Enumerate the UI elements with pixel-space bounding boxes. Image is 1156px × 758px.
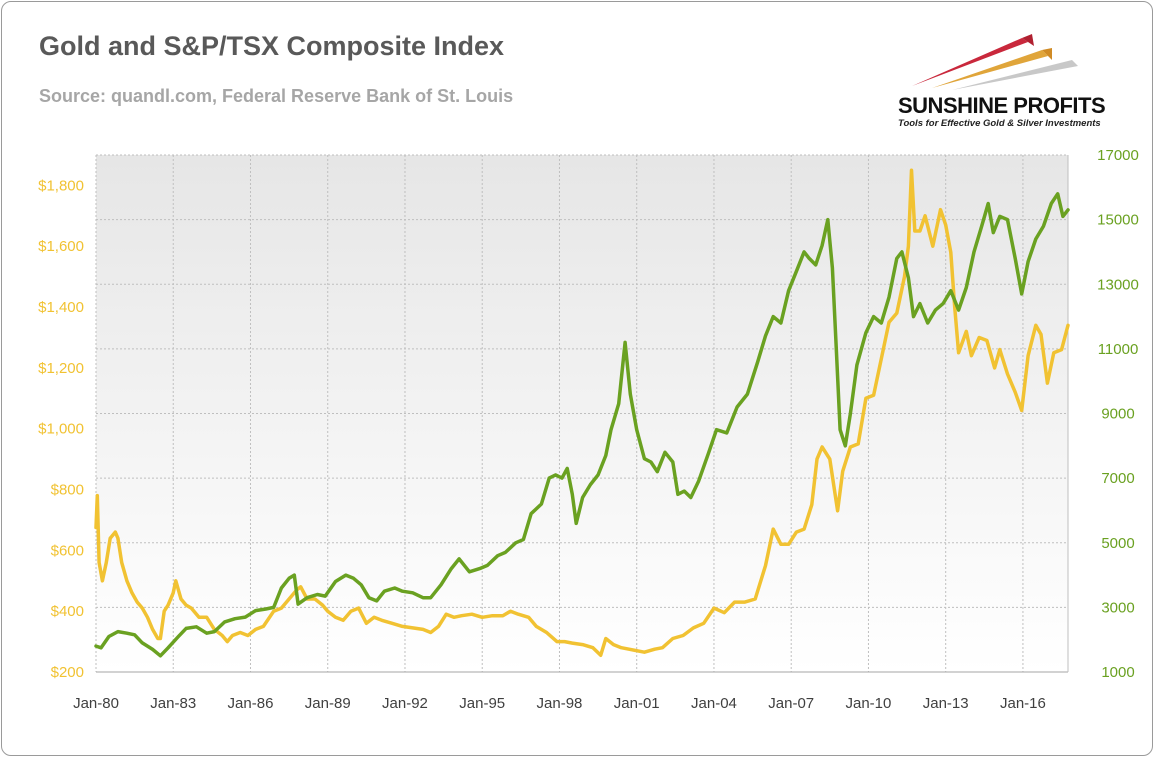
right-tick-label: 5000 [1101,535,1134,552]
right-tick-label: 13000 [1097,276,1139,293]
right-tick-label: 7000 [1101,470,1134,487]
x-tick-label: Jan-04 [691,695,737,712]
x-tick-label: Jan-86 [228,695,274,712]
x-tick-label: Jan-07 [768,695,814,712]
x-tick-label: Jan-01 [614,695,660,712]
x-tick-label: Jan-13 [923,695,969,712]
x-tick-label: Jan-10 [846,695,892,712]
left-tick-label: $1,200 [38,360,84,377]
left-tick-label: $200 [51,664,84,681]
x-tick-label: Jan-95 [459,695,505,712]
x-tick-label: Jan-83 [150,695,196,712]
logo-swoosh-icon [912,34,1078,90]
sunshine-profits-logo: SUNSHINE PROFITS Tools for Effective Gol… [882,30,1142,140]
left-tick-label: $800 [51,482,84,499]
right-tick-label: 15000 [1097,212,1139,229]
x-axis: Jan-80 Jan-83 Jan-86 Jan-89 Jan-92 Jan-95 Jan-… [73,695,1046,712]
chart-subtitle: Source: quandl.com, Federal Reserve Bank… [39,86,514,106]
logo-tagline: Tools for Effective Gold & Silver Invest… [898,118,1101,129]
left-tick-label: $1,000 [38,421,84,438]
logo-name: SUNSHINE PROFITS [898,93,1106,118]
right-axis: 1000 3000 5000 7000 9000 11000 13000 15000 17000 [1097,147,1139,681]
gridlines [95,154,1069,673]
x-tick-label: Jan-89 [305,695,351,712]
gold-price-line [94,168,1070,658]
left-tick-label: $1,800 [38,177,84,194]
x-tick-label: Jan-98 [537,695,583,712]
right-tick-label: 3000 [1101,599,1134,616]
left-tick-label: $1,600 [38,238,84,255]
series-lines [94,168,1070,658]
left-tick-label: $1,400 [38,299,84,316]
x-tick-label: Jan-92 [382,695,428,712]
left-axis: $200 $400 $600 $800 $1,000 $1,200 $1,400 $1,600… [38,177,84,681]
tsx-index-line [94,192,1070,658]
chart-title: Gold and S&P/TSX Composite Index [39,31,505,61]
right-tick-label: 9000 [1101,406,1134,423]
right-tick-label: 17000 [1097,147,1139,164]
right-tick-label: 11000 [1098,341,1139,358]
x-tick-label: Jan-16 [1000,695,1046,712]
right-tick-label: 1000 [1101,664,1134,681]
left-tick-label: $400 [51,603,84,620]
left-tick-label: $600 [51,542,84,559]
x-tick-label: Jan-80 [73,695,119,712]
